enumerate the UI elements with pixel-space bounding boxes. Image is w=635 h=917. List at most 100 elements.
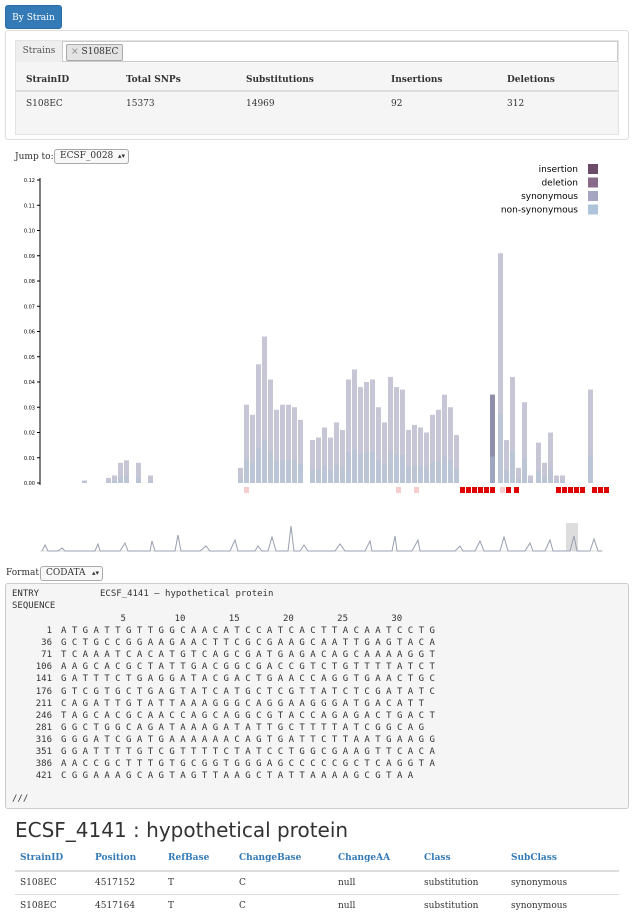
gene-marker[interactable] <box>562 487 567 493</box>
gene-marker[interactable] <box>556 487 561 493</box>
snp-bar[interactable] <box>274 410 279 483</box>
snp-bar[interactable] <box>262 337 267 483</box>
overview-minimap[interactable] <box>40 523 603 551</box>
snp-bar[interactable] <box>548 433 553 484</box>
snp-bar-segment <box>424 468 429 483</box>
snp-bar[interactable] <box>424 433 429 484</box>
snp-bar[interactable] <box>358 387 363 483</box>
snp-header-subclass[interactable]: SubClass <box>506 846 619 871</box>
snp-bar[interactable] <box>498 253 503 483</box>
snp-bar[interactable] <box>504 440 509 483</box>
snp-bar[interactable] <box>328 438 333 483</box>
legend-item[interactable]: synonymous <box>521 191 598 202</box>
snp-bar-segment <box>560 481 565 483</box>
snp-header-changeaa[interactable]: ChangeAA <box>333 846 419 871</box>
snp-bar[interactable] <box>418 427 423 483</box>
snp-bar[interactable] <box>334 422 339 483</box>
snp-bar[interactable] <box>292 407 297 483</box>
legend-item[interactable]: deletion <box>541 178 598 189</box>
snp-bar[interactable] <box>286 405 291 483</box>
sequence-line-bases: A A G C A C G C T A T T G A C G G C G A … <box>61 662 435 672</box>
snp-bar[interactable] <box>442 395 447 483</box>
snp-bar[interactable] <box>148 475 153 483</box>
snp-bar[interactable] <box>364 382 369 483</box>
snp-bar-segment <box>292 460 297 483</box>
snp-header-position[interactable]: Position <box>90 846 163 871</box>
snp-bar[interactable] <box>106 478 111 483</box>
legend-item[interactable]: insertion <box>539 164 598 175</box>
gene-marker[interactable] <box>592 487 597 493</box>
snp-bar[interactable] <box>528 475 533 483</box>
format-select[interactable]: CODATA ▴▾ <box>40 566 103 581</box>
snp-bar[interactable] <box>352 369 357 483</box>
snp-bar[interactable] <box>310 440 315 483</box>
y-tick-label: 0.03 <box>24 405 35 411</box>
snp-bar[interactable] <box>82 480 87 483</box>
snp-bar[interactable] <box>490 395 495 483</box>
snp-bar[interactable] <box>124 460 129 483</box>
gene-marker[interactable] <box>396 487 401 493</box>
snp-bar[interactable] <box>560 475 565 483</box>
gene-marker[interactable] <box>478 487 483 493</box>
snp-cell: synonymous <box>506 871 619 895</box>
snp-bar[interactable] <box>448 407 453 483</box>
snp-bar[interactable] <box>382 422 387 483</box>
snp-bar[interactable] <box>522 402 527 483</box>
gene-marker[interactable] <box>466 487 471 493</box>
snp-bar-segment <box>280 460 285 483</box>
snp-bar[interactable] <box>516 468 521 483</box>
snp-bar[interactable] <box>118 463 123 483</box>
snp-header-refbase[interactable]: RefBase <box>163 846 234 871</box>
snp-bar[interactable] <box>322 427 327 483</box>
gene-marker[interactable] <box>490 487 495 493</box>
snp-bar[interactable] <box>316 438 321 483</box>
snp-bar[interactable] <box>280 405 285 483</box>
gene-marker[interactable] <box>580 487 585 493</box>
gene-marker[interactable] <box>460 487 465 493</box>
snp-bar[interactable] <box>370 379 375 483</box>
snp-bar[interactable] <box>554 475 559 483</box>
sequence-line-number: 106 <box>12 662 52 672</box>
gene-marker[interactable] <box>500 487 505 493</box>
gene-marker[interactable] <box>506 487 511 493</box>
snp-bar[interactable] <box>340 430 345 483</box>
snp-bar[interactable] <box>588 390 593 483</box>
gene-marker[interactable] <box>604 487 609 493</box>
gene-marker[interactable] <box>472 487 477 493</box>
snp-bar[interactable] <box>412 425 417 483</box>
gene-marker[interactable] <box>414 487 419 493</box>
gene-marker[interactable] <box>244 487 249 493</box>
snp-bar[interactable] <box>376 407 381 483</box>
gene-marker[interactable] <box>568 487 573 493</box>
snp-bar[interactable] <box>454 435 459 483</box>
snp-bar[interactable] <box>430 415 435 483</box>
sequence-line-bases: G A T T T C T G A G G A T A C G A C T G … <box>61 674 435 684</box>
gene-marker[interactable] <box>574 487 579 493</box>
snp-bar[interactable] <box>510 377 515 483</box>
snp-header-strainid[interactable]: StrainID <box>15 846 90 871</box>
gene-marker[interactable] <box>598 487 603 493</box>
snp-header-class[interactable]: Class <box>419 846 506 871</box>
gene-marker[interactable] <box>484 487 489 493</box>
snp-bar[interactable] <box>400 390 405 483</box>
snp-bar[interactable] <box>394 387 399 483</box>
snp-bar[interactable] <box>268 379 273 483</box>
snp-bar[interactable] <box>112 475 117 483</box>
snp-bar[interactable] <box>298 420 303 483</box>
snp-bar[interactable] <box>436 410 441 483</box>
snp-bar[interactable] <box>250 415 255 483</box>
snp-bar[interactable] <box>406 430 411 483</box>
snp-bar[interactable] <box>536 443 541 483</box>
snp-bar[interactable] <box>256 364 261 483</box>
legend-item[interactable]: non-synonymous <box>501 205 598 216</box>
snp-bar[interactable] <box>346 379 351 483</box>
snp-header-changebase[interactable]: ChangeBase <box>234 846 333 871</box>
snp-bar[interactable] <box>238 468 243 483</box>
snp-bar[interactable] <box>542 463 547 483</box>
snp-bar[interactable] <box>136 463 141 483</box>
y-tick-label: 0.05 <box>24 355 35 361</box>
sequence-line-number: 176 <box>12 687 52 697</box>
snp-bar[interactable] <box>244 405 249 483</box>
snp-bar[interactable] <box>388 377 393 483</box>
gene-marker[interactable] <box>514 487 519 493</box>
